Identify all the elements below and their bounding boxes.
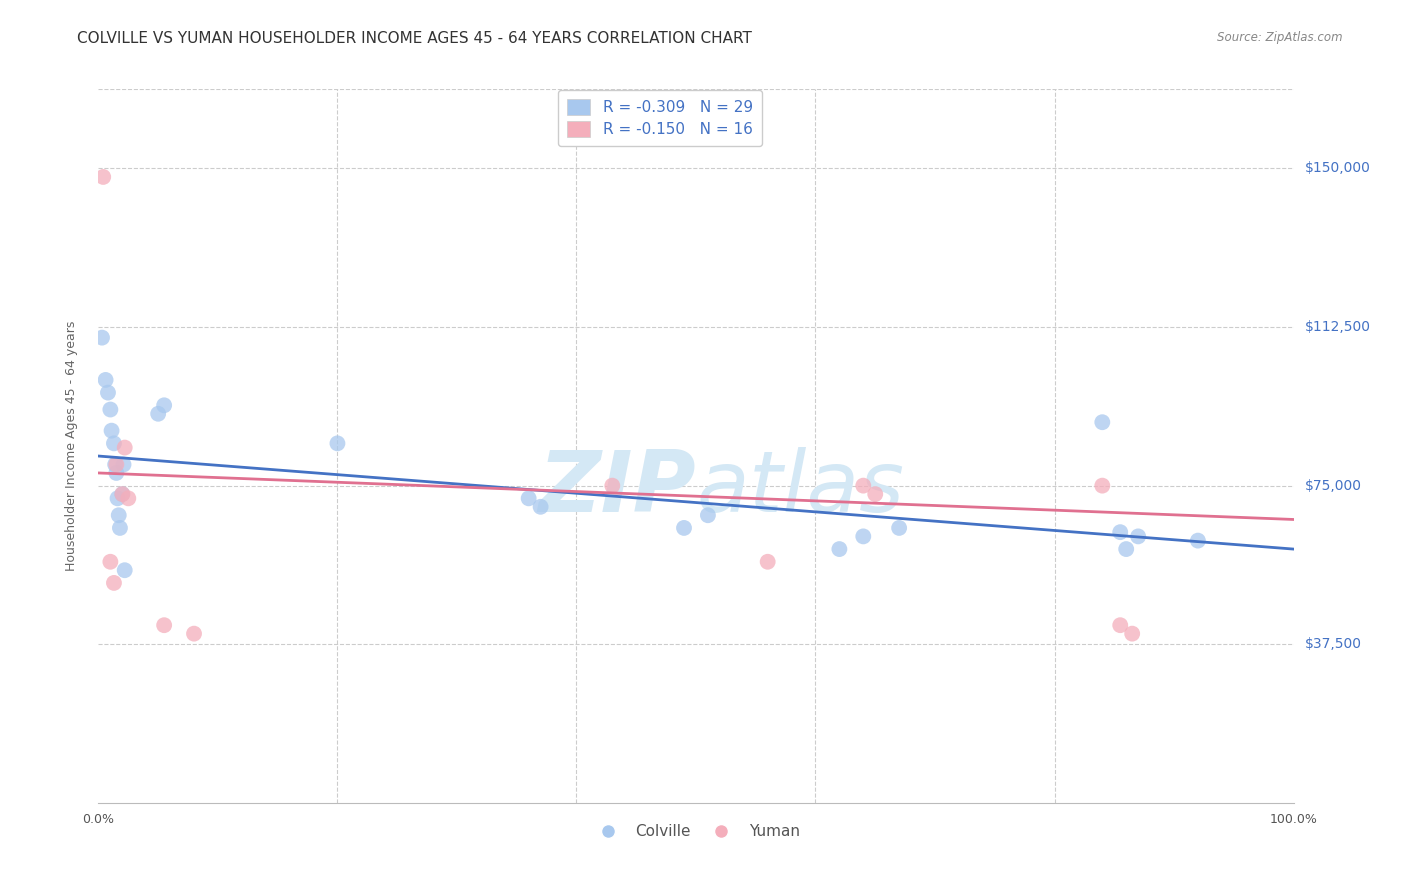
Text: ZIP: ZIP xyxy=(538,447,696,531)
Text: $112,500: $112,500 xyxy=(1305,320,1371,334)
Legend: Colville, Yuman: Colville, Yuman xyxy=(586,818,806,845)
Point xyxy=(107,508,129,523)
Point xyxy=(865,487,887,501)
Point xyxy=(94,373,117,387)
Point xyxy=(852,478,875,492)
Point xyxy=(889,521,911,535)
Point xyxy=(103,436,125,450)
Point xyxy=(98,402,122,417)
Point xyxy=(1115,542,1137,557)
Point xyxy=(183,626,205,640)
Point xyxy=(756,555,779,569)
Point xyxy=(517,491,540,506)
Point xyxy=(1091,478,1114,492)
Point xyxy=(105,466,128,480)
Point xyxy=(114,563,136,577)
Point xyxy=(91,331,114,345)
Y-axis label: Householder Income Ages 45 - 64 years: Householder Income Ages 45 - 64 years xyxy=(65,321,77,571)
Text: $75,000: $75,000 xyxy=(1305,479,1361,492)
Point xyxy=(852,529,875,543)
Point xyxy=(112,458,135,472)
Point xyxy=(673,521,696,535)
Point xyxy=(103,575,125,590)
Point xyxy=(104,458,127,472)
Text: COLVILLE VS YUMAN HOUSEHOLDER INCOME AGES 45 - 64 YEARS CORRELATION CHART: COLVILLE VS YUMAN HOUSEHOLDER INCOME AGE… xyxy=(77,31,752,46)
Text: atlas: atlas xyxy=(696,447,904,531)
Point xyxy=(148,407,170,421)
Point xyxy=(117,491,139,506)
Point xyxy=(111,487,134,501)
Point xyxy=(326,436,349,450)
Point xyxy=(828,542,851,557)
Point xyxy=(153,398,176,412)
Point xyxy=(108,521,131,535)
Point xyxy=(100,424,122,438)
Text: $150,000: $150,000 xyxy=(1305,161,1371,176)
Point xyxy=(105,458,128,472)
Point xyxy=(697,508,720,523)
Point xyxy=(1121,626,1143,640)
Point xyxy=(1109,618,1132,632)
Point xyxy=(530,500,553,514)
Point xyxy=(98,555,122,569)
Point xyxy=(114,441,136,455)
Point xyxy=(107,491,129,506)
Point xyxy=(153,618,176,632)
Text: $37,500: $37,500 xyxy=(1305,637,1361,651)
Point xyxy=(1128,529,1150,543)
Text: Source: ZipAtlas.com: Source: ZipAtlas.com xyxy=(1218,31,1343,45)
Point xyxy=(1091,415,1114,429)
Point xyxy=(1109,525,1132,540)
Point xyxy=(1187,533,1209,548)
Point xyxy=(97,385,120,400)
Point xyxy=(91,169,114,184)
Point xyxy=(111,487,134,501)
Point xyxy=(602,478,624,492)
